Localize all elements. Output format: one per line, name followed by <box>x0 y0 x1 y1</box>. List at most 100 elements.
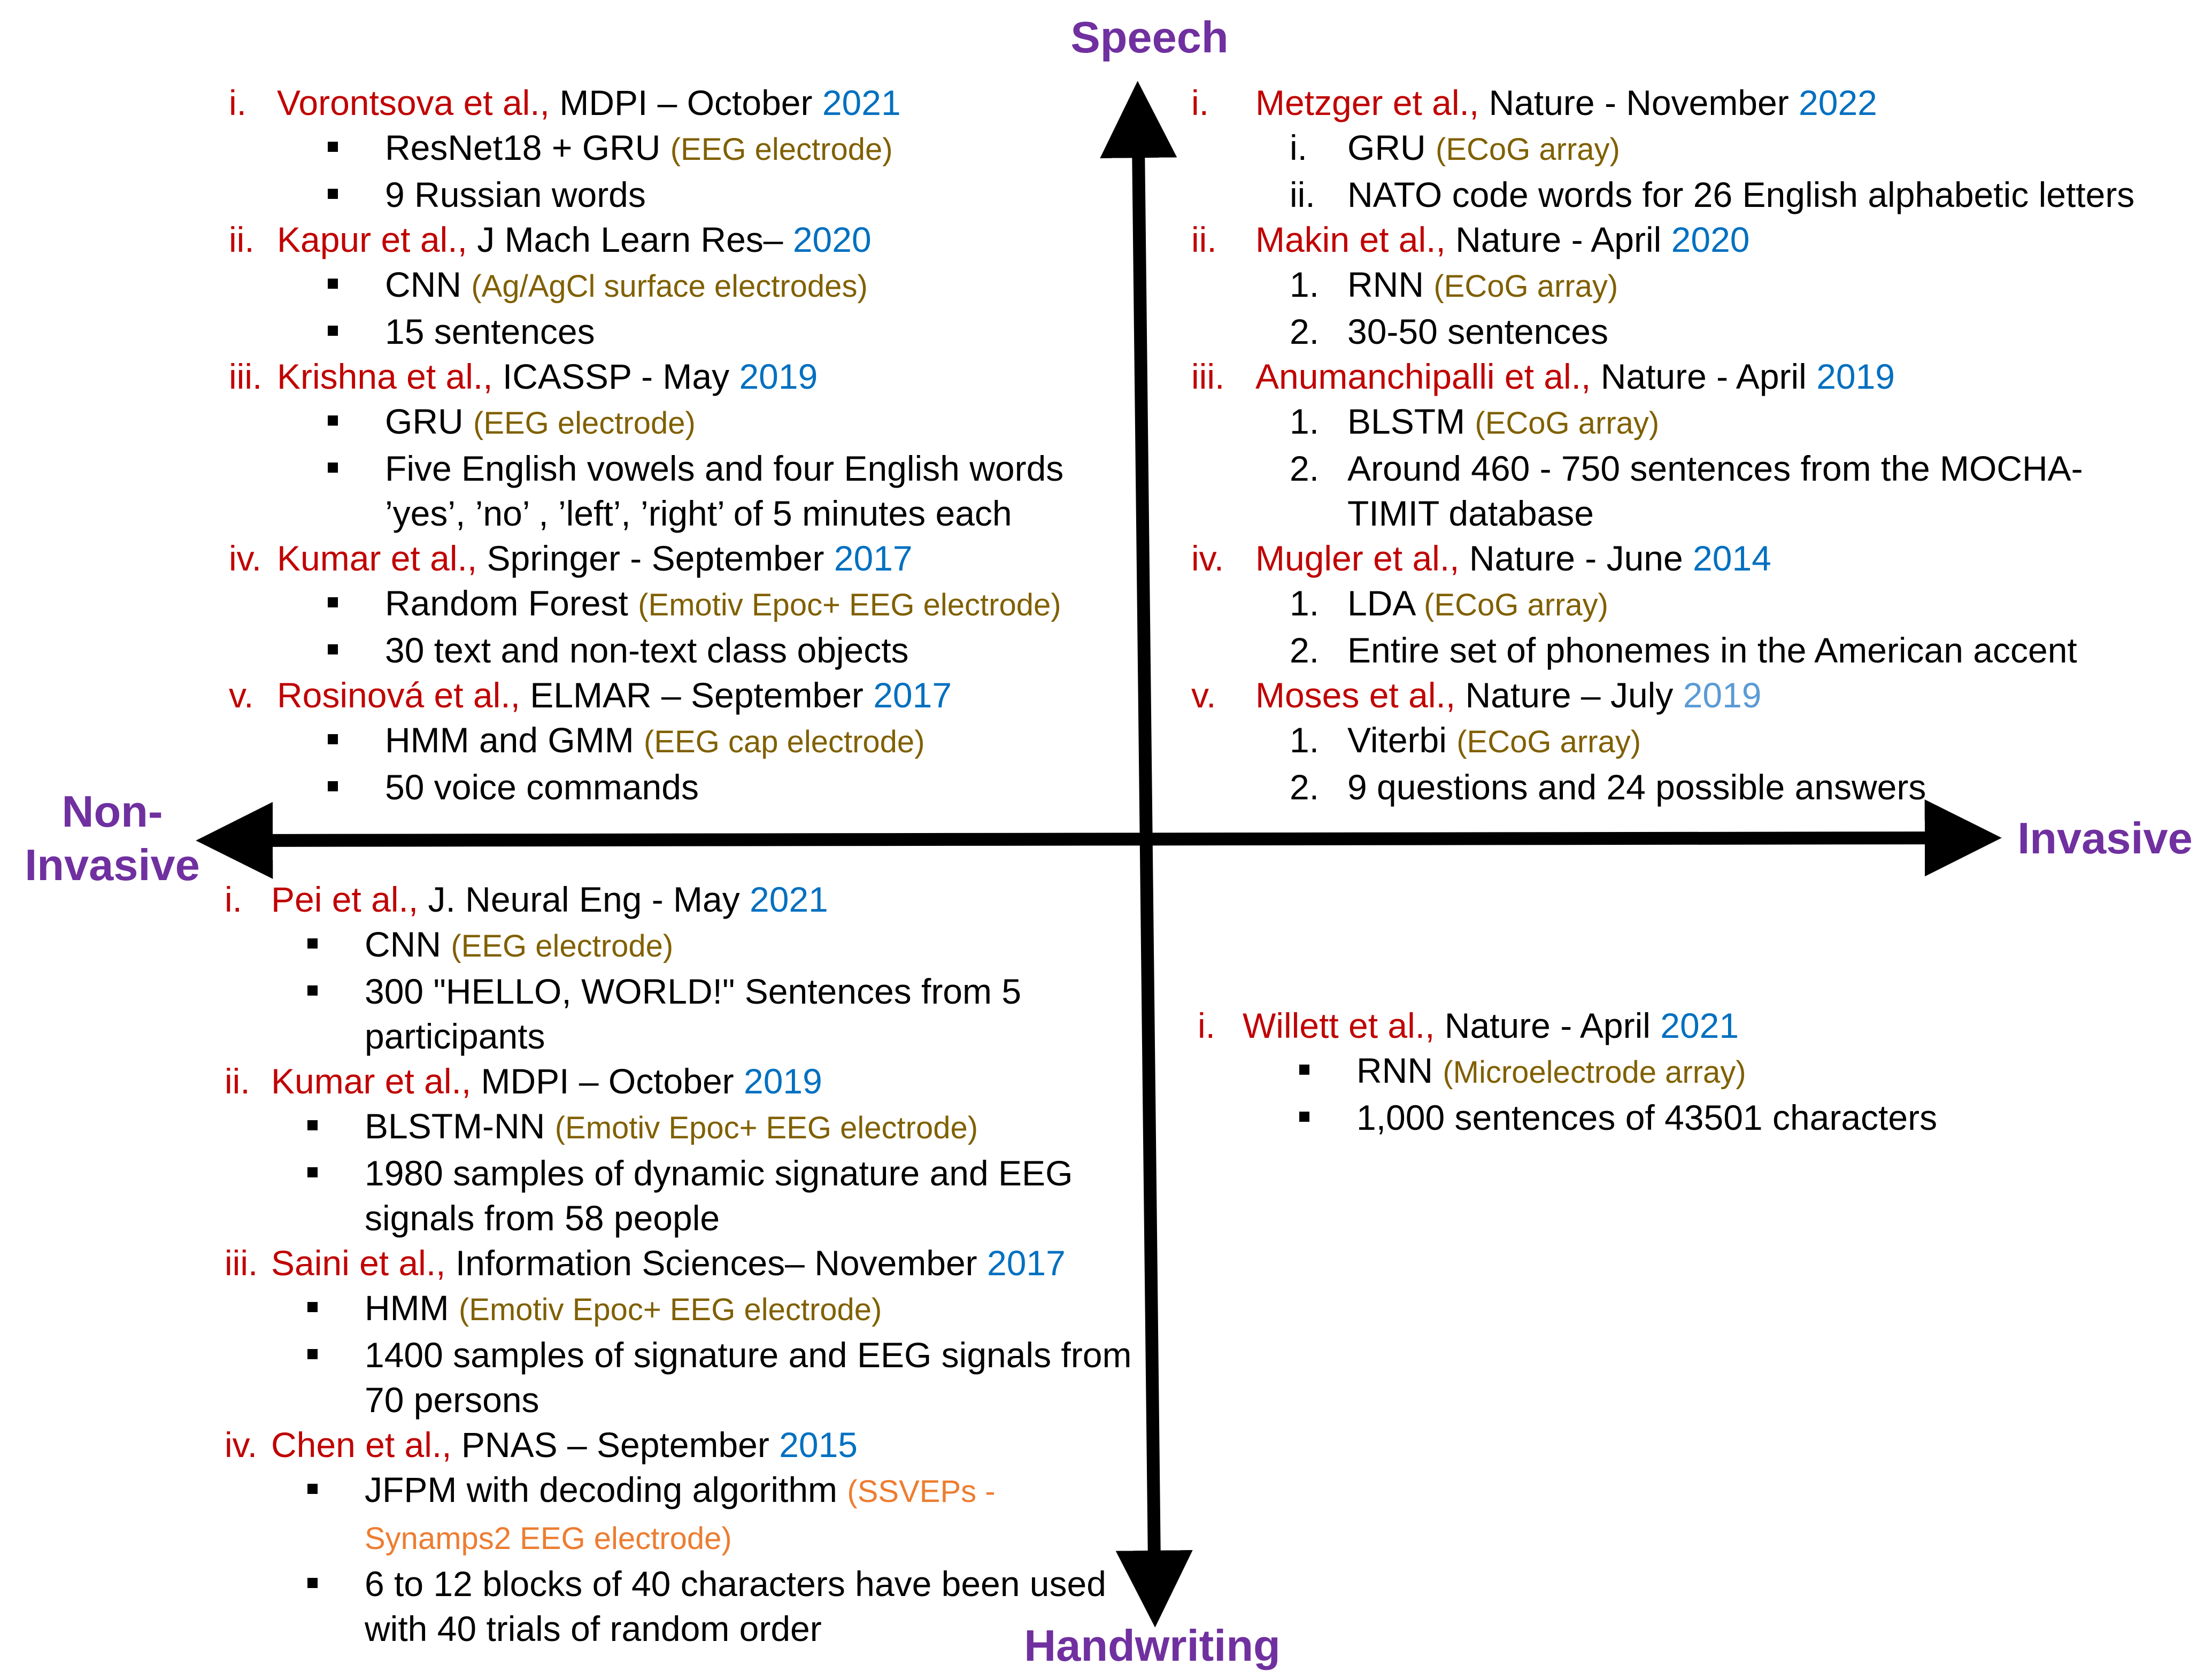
electrode-type: (ECoG array) <box>1475 406 1660 441</box>
entry-number: iv. <box>229 538 262 578</box>
publication-year: 2020 <box>1671 220 1750 259</box>
bullet-square-icon <box>307 1484 318 1494</box>
list-marker: ii. <box>1290 175 1315 214</box>
reference-entry: ii. Makin et al., Nature - April 2020 1. RN… <box>1191 217 2159 354</box>
electrode-type: (EEG electrode) <box>670 132 893 167</box>
detail-item: 50 voice commands <box>229 765 1123 810</box>
author-name: Krishna et al., <box>277 357 493 396</box>
bullet-square-icon <box>328 415 338 426</box>
bullet-square-icon <box>328 644 338 654</box>
detail-item: 15 sentences <box>229 309 1123 354</box>
author-name: Kumar et al., <box>271 1061 472 1101</box>
detail-item: 2. Entire set of phonemes in the American… <box>1191 628 2159 673</box>
reference-entry: iv. Kumar et al., Springer - September 20… <box>229 536 1123 673</box>
list-marker: 2. <box>1290 630 1320 670</box>
reference-header: ii. Kumar et al., MDPI – October 2019 <box>225 1059 1134 1104</box>
author-name: Vorontsova et al., <box>277 83 550 122</box>
list-marker: 1. <box>1290 720 1320 760</box>
electrode-type: (ECoG array) <box>1433 269 1618 304</box>
bullet-square-icon <box>328 781 338 791</box>
axis-label-speech: Speech <box>1070 12 1229 62</box>
venue-date: Nature - June <box>1459 538 1693 578</box>
bullet-square-icon <box>307 938 318 949</box>
detail-item: Random Forest (Emotiv Epoc+ EEG electrod… <box>229 581 1123 628</box>
dataset-description: 9 Russian words <box>385 175 646 214</box>
dataset-description: 1,000 sentences of 43501 characters <box>1356 1098 1938 1137</box>
publication-year: 2017 <box>873 675 952 715</box>
bullet-square-icon <box>307 1120 318 1130</box>
bullet-square-icon <box>328 189 338 199</box>
reference-header: iv. Chen et al., PNAS – September 2015 <box>225 1422 1134 1467</box>
method-name: JFPM with decoding algorithm <box>365 1470 847 1509</box>
method-name: Viterbi <box>1347 720 1457 760</box>
quadrant-handwriting-non-invasive: i. Pei et al., J. Neural Eng - May 2021 CN… <box>225 877 1134 1651</box>
reference-header: v. Moses et al., Nature – July 2019 <box>1191 673 2159 718</box>
bullet-square-icon <box>307 1167 318 1177</box>
detail-item: 1. Viterbi (ECoG array) <box>1191 718 2159 765</box>
venue-date: PNAS – September <box>451 1425 780 1465</box>
dataset-description: Five English vowels and four English wor… <box>385 449 1064 533</box>
electrode-type: (EEG electrode) <box>473 406 696 441</box>
entry-number: iv. <box>1191 538 1224 578</box>
reference-header: iv. Mugler et al., Nature - June 2014 <box>1191 536 2159 581</box>
electrode-type: (Emotiv Epoc+ EEG electrode) <box>554 1111 978 1145</box>
method-name: HMM <box>365 1288 459 1328</box>
axis-label-non-invasive: Non- Invasive <box>0 785 225 891</box>
dataset-description: 6 to 12 blocks of 40 characters have bee… <box>365 1564 1106 1648</box>
bullet-square-icon <box>307 985 318 996</box>
publication-year: 2020 <box>792 220 872 259</box>
detail-item: ii. NATO code words for 26 English alphab… <box>1191 172 2159 217</box>
electrode-type: (Emotiv Epoc+ EEG electrode) <box>458 1292 882 1327</box>
venue-date: MDPI – October <box>471 1061 744 1101</box>
publication-year: 2021 <box>750 880 828 919</box>
reference-entry: iii. Saini et al., Information Sciences– … <box>225 1240 1134 1422</box>
publication-year: 2019 <box>1816 357 1895 396</box>
method-name: Random Forest <box>385 583 638 623</box>
electrode-type: (EEG electrode) <box>451 929 674 964</box>
vertical-axis <box>1100 81 1193 1628</box>
method-name: BLSTM-NN <box>365 1106 555 1146</box>
list-marker: 2. <box>1290 767 1320 807</box>
dataset-description: Around 460 - 750 sentences from the MOCH… <box>1347 449 2083 533</box>
publication-year: 2021 <box>822 83 901 122</box>
detail-item: 6 to 12 blocks of 40 characters have bee… <box>225 1561 1134 1651</box>
venue-date: ELMAR – September <box>520 675 874 715</box>
detail-item: 2. 9 questions and 24 possible answers <box>1191 765 2159 810</box>
author-name: Rosinová et al., <box>277 675 520 715</box>
entry-number: iv. <box>225 1425 258 1465</box>
publication-year: 2019 <box>1683 675 1762 715</box>
electrode-type: (Emotiv Epoc+ EEG electrode) <box>638 588 1061 622</box>
axis-label-non-invasive-line1: Non- <box>61 787 163 836</box>
quadrant-speech-invasive: i. Metzger et al., Nature - November 2022… <box>1191 80 2159 810</box>
axis-label-invasive: Invasive <box>2017 813 2193 863</box>
author-name: Mugler et al., <box>1255 538 1460 578</box>
publication-year: 2015 <box>779 1425 858 1465</box>
list-marker: i. <box>1290 128 1307 167</box>
bullet-square-icon <box>328 279 338 289</box>
entry-number: ii. <box>1191 220 1217 259</box>
dataset-description: NATO code words for 26 English alphabeti… <box>1347 175 2135 214</box>
entry-number: ii. <box>225 1061 250 1101</box>
axis-label-non-invasive-line2: Invasive <box>25 839 200 890</box>
dataset-description: 1980 samples of dynamic signature and EE… <box>365 1153 1073 1238</box>
detail-item: JFPM with decoding algorithm (SSVEPs - S… <box>225 1467 1134 1561</box>
detail-item: Five English vowels and four English wor… <box>229 446 1123 536</box>
reference-entry: i. Pei et al., J. Neural Eng - May 2021 CN… <box>225 877 1134 1059</box>
detail-item: 30 text and non-text class objects <box>229 628 1123 673</box>
dataset-description: Entire set of phonemes in the American a… <box>1347 630 2077 670</box>
bullet-square-icon <box>307 1578 318 1588</box>
venue-date: Information Sciences– November <box>445 1243 987 1283</box>
detail-item: GRU (EEG electrode) <box>229 399 1123 446</box>
list-marker: 1. <box>1290 265 1320 304</box>
author-name: Pei et al., <box>271 880 419 919</box>
reference-entry: i. Willett et al., Nature - April 2021 RNN… <box>1198 1003 2160 1140</box>
venue-date: Springer - September <box>477 538 834 578</box>
reference-header: iii. Krishna et al., ICASSP - May 2019 <box>229 354 1123 399</box>
reference-entry: iii. Krishna et al., ICASSP - May 2019 GRU… <box>229 354 1123 536</box>
reference-header: ii. Kapur et al., J Mach Learn Res– 2020 <box>229 217 1123 262</box>
detail-item: HMM (Emotiv Epoc+ EEG electrode) <box>225 1285 1134 1332</box>
bullet-square-icon <box>307 1302 318 1312</box>
entry-number: iii. <box>1191 357 1225 396</box>
method-name: HMM and GMM <box>385 720 644 760</box>
